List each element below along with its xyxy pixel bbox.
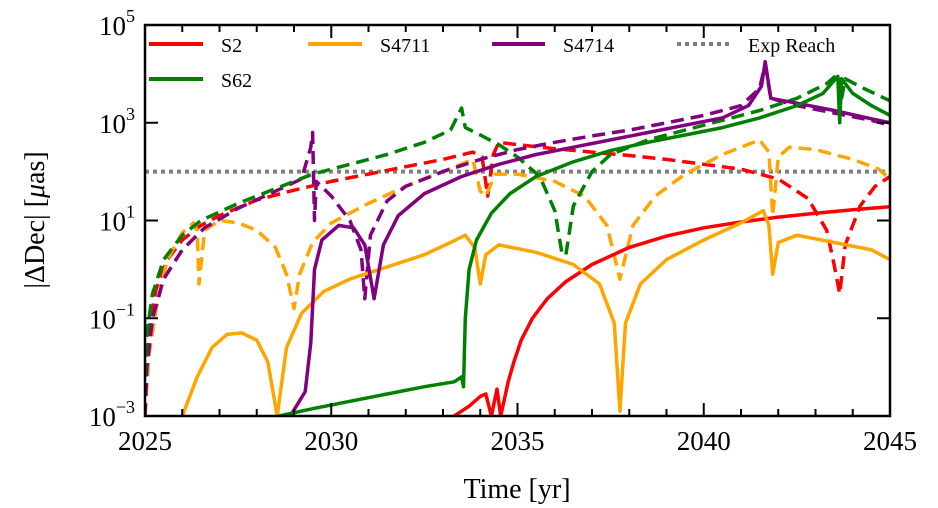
series-line-s62-dashed <box>145 72 890 377</box>
series-line-s4714-solid <box>288 59 890 416</box>
legend-label-exp-reach: Exp Reach <box>748 35 835 57</box>
legend-label-s2: S2 <box>221 35 242 57</box>
series-line-s4714-dashed <box>145 62 890 416</box>
y-axis-label-suffix: as] <box>20 151 51 184</box>
y-tick-label: 10−1 <box>89 299 135 334</box>
x-tick-label: 2030 <box>304 426 358 456</box>
x-tick-label: 2025 <box>118 426 172 456</box>
x-tick-label: 2040 <box>677 426 731 456</box>
legend-label-s4714: S4714 <box>563 35 614 57</box>
series-line-s4711-solid <box>180 208 890 416</box>
y-axis-label-prefix: |ΔDec| [ <box>20 198 51 289</box>
series-line-s62-solid <box>278 74 890 416</box>
tick-labels: 2025 2030 2035 2040 2045 105 103 101 10−1 10−3 <box>89 6 917 456</box>
series-line-s4711-dashed <box>145 138 890 416</box>
x-tick-label: 2045 <box>863 426 917 456</box>
x-tick-label: 2035 <box>491 426 545 456</box>
legend: S2 S4711 S4714 Exp Reach S62 <box>149 35 835 92</box>
series-line-s2-solid <box>453 205 890 416</box>
y-axis-label-mu: μ <box>20 184 51 199</box>
axes-layer <box>143 23 892 418</box>
y-tick-label: 10−3 <box>89 397 135 432</box>
y-tick-label: 101 <box>99 202 135 237</box>
series-layer <box>145 59 890 416</box>
legend-label-s4711: S4711 <box>380 35 430 57</box>
plot-frame <box>143 23 892 418</box>
y-tick-label: 105 <box>99 6 135 41</box>
y-axis-label: |ΔDec| [μas] <box>20 151 51 288</box>
y-tick-label: 103 <box>99 104 135 139</box>
series-line-s2-dashed <box>145 140 890 416</box>
legend-label-s62: S62 <box>221 70 252 92</box>
x-axis-label: Time [yr] <box>463 474 570 505</box>
